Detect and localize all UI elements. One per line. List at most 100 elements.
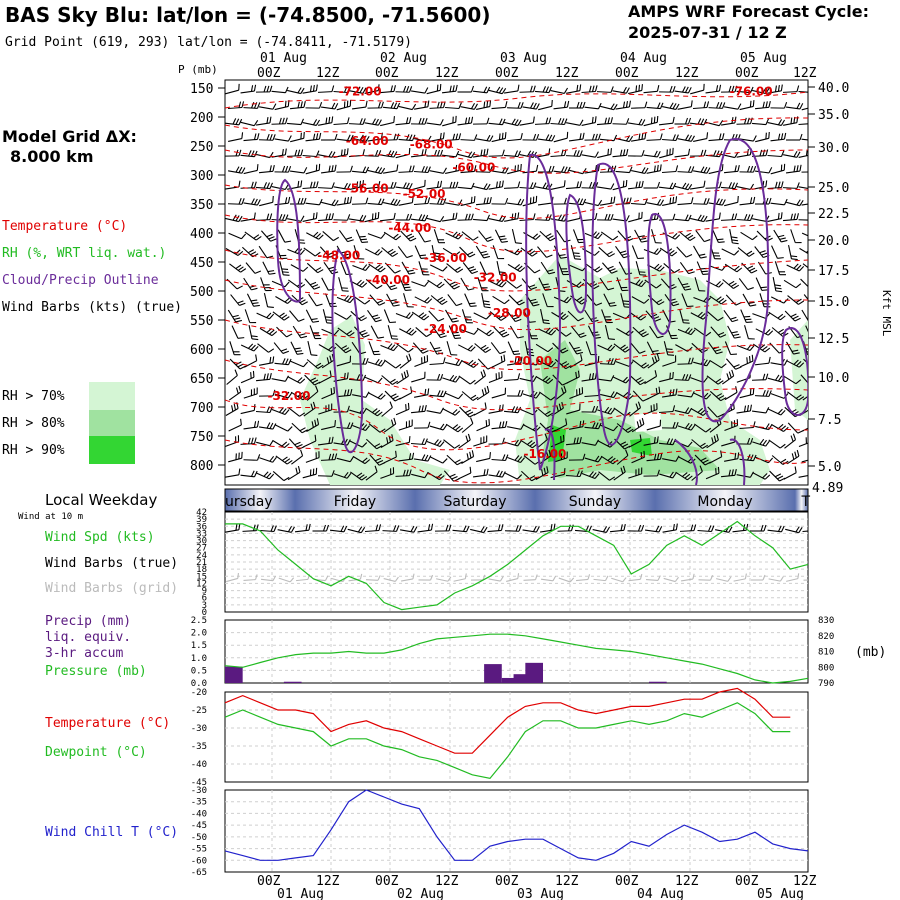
wind-barb [612, 148, 629, 158]
wind-barb-feather [718, 297, 725, 303]
wind-barb-shaft [444, 106, 460, 110]
wind-barb-feather [331, 213, 334, 220]
wind-barb-feather [498, 329, 506, 334]
wind-barb-feather [811, 148, 814, 154]
wind-barb-feather [331, 151, 336, 158]
wind-barb [643, 469, 660, 477]
wind-barb-feather [574, 349, 582, 352]
wind-barb-feather [269, 272, 276, 275]
wind-barb [488, 437, 505, 445]
wind-barb-feather [644, 101, 648, 108]
wind-barb [336, 165, 353, 173]
wind-barb-shaft [628, 122, 642, 126]
wind-barb-feather [455, 359, 460, 366]
wind-barb-feather [483, 300, 490, 303]
wind-barb-shaft [476, 138, 490, 142]
wind-barb-shaft [724, 391, 738, 401]
wind-barb [677, 391, 695, 398]
wind-barb-shaft [523, 579, 536, 581]
wind-barb [225, 248, 244, 256]
wind-barb-feather [424, 404, 427, 412]
wind-barb [677, 197, 694, 206]
model-grid-value: 8.000 km [10, 147, 94, 166]
wind-barb-feather [395, 363, 402, 369]
wind-barb-shaft [368, 263, 381, 273]
wind-barb-feather [563, 118, 568, 125]
cloud-outline [591, 162, 632, 446]
wind-barb-feather [302, 395, 309, 401]
wind-barb-shaft [584, 457, 599, 463]
wind-barb-shaft [786, 201, 800, 207]
wind-barb-feather [774, 181, 778, 189]
wind-barb-shaft [287, 248, 301, 256]
wind-barb-shaft [365, 579, 379, 581]
wind-barb-feather [561, 271, 569, 273]
wind-barb-feather [597, 164, 600, 171]
wind-barb-feather [659, 419, 662, 427]
wind-barb [411, 281, 429, 287]
wind-barb-feather [641, 281, 647, 287]
wind-barb-feather [720, 450, 723, 457]
wind-barb [740, 231, 758, 241]
wind-barb-feather [672, 523, 675, 531]
wind-barb [596, 117, 613, 126]
wind-barb-shaft [457, 472, 472, 480]
grid-wind-barb [628, 573, 643, 582]
wind-barb-feather [520, 356, 523, 363]
wind-barb-feather [517, 265, 523, 271]
wind-barb-shaft [601, 309, 607, 323]
wind-barb [739, 135, 757, 142]
wind-barb [613, 465, 626, 481]
wind-barb [677, 357, 694, 365]
wind-barb-shaft [399, 359, 412, 369]
wind-barb [566, 119, 584, 126]
wind-barb-shaft [599, 363, 615, 365]
wind-barb-feather [374, 443, 381, 448]
wind-barb-shaft [271, 90, 286, 94]
wind-barb-feather [325, 213, 329, 221]
wind-barb [441, 181, 459, 189]
wind-barb [426, 373, 444, 381]
wind-barb-feather [734, 265, 740, 271]
wind-barb-feather [619, 149, 623, 157]
wind-barb [503, 150, 521, 158]
wind-barb-feather [483, 86, 488, 93]
wind-barb [369, 294, 386, 306]
wind-barb [800, 278, 808, 290]
wind-barb [291, 449, 304, 465]
wind-barb-shaft [275, 455, 288, 465]
wind-barb [355, 229, 369, 243]
wind-barb-feather [669, 148, 671, 155]
wind-barb-shaft [771, 245, 778, 259]
wind-barb-feather [498, 314, 505, 319]
wind-barb [550, 468, 566, 479]
wind-barb-feather [361, 475, 368, 481]
wind-barb-feather [301, 429, 308, 434]
wind-barb-feather [284, 148, 287, 155]
wind-barb-feather [393, 417, 397, 425]
wind-barb-feather [640, 315, 647, 321]
wind-barb-feather [687, 166, 692, 173]
axis-tick-label: 1.0 [191, 654, 207, 664]
wind-barb-shaft [290, 391, 304, 401]
wind-barb [615, 100, 631, 110]
wind-barb-feather [579, 119, 584, 126]
wind-barb-feather [329, 370, 332, 377]
wind-barb-feather [303, 197, 307, 205]
wind-barb-shaft [387, 325, 393, 339]
precip-bar [513, 674, 532, 683]
axis-tick-label: 36 [196, 522, 207, 532]
wind-barb-feather [447, 576, 452, 582]
wind-barb-feather [687, 214, 692, 221]
wind-barb-shaft [662, 106, 676, 110]
grid-wind-barb [488, 576, 504, 582]
wind-barb-feather [496, 86, 501, 93]
wind-barb [554, 418, 568, 432]
wind-barb-shaft [506, 310, 516, 322]
wind-barb [646, 386, 661, 400]
wind-barb [259, 103, 277, 110]
wind-barb [306, 262, 324, 274]
wind-barb-feather [253, 84, 257, 92]
wind-barb [565, 436, 582, 446]
wind-barb-feather [597, 355, 600, 363]
